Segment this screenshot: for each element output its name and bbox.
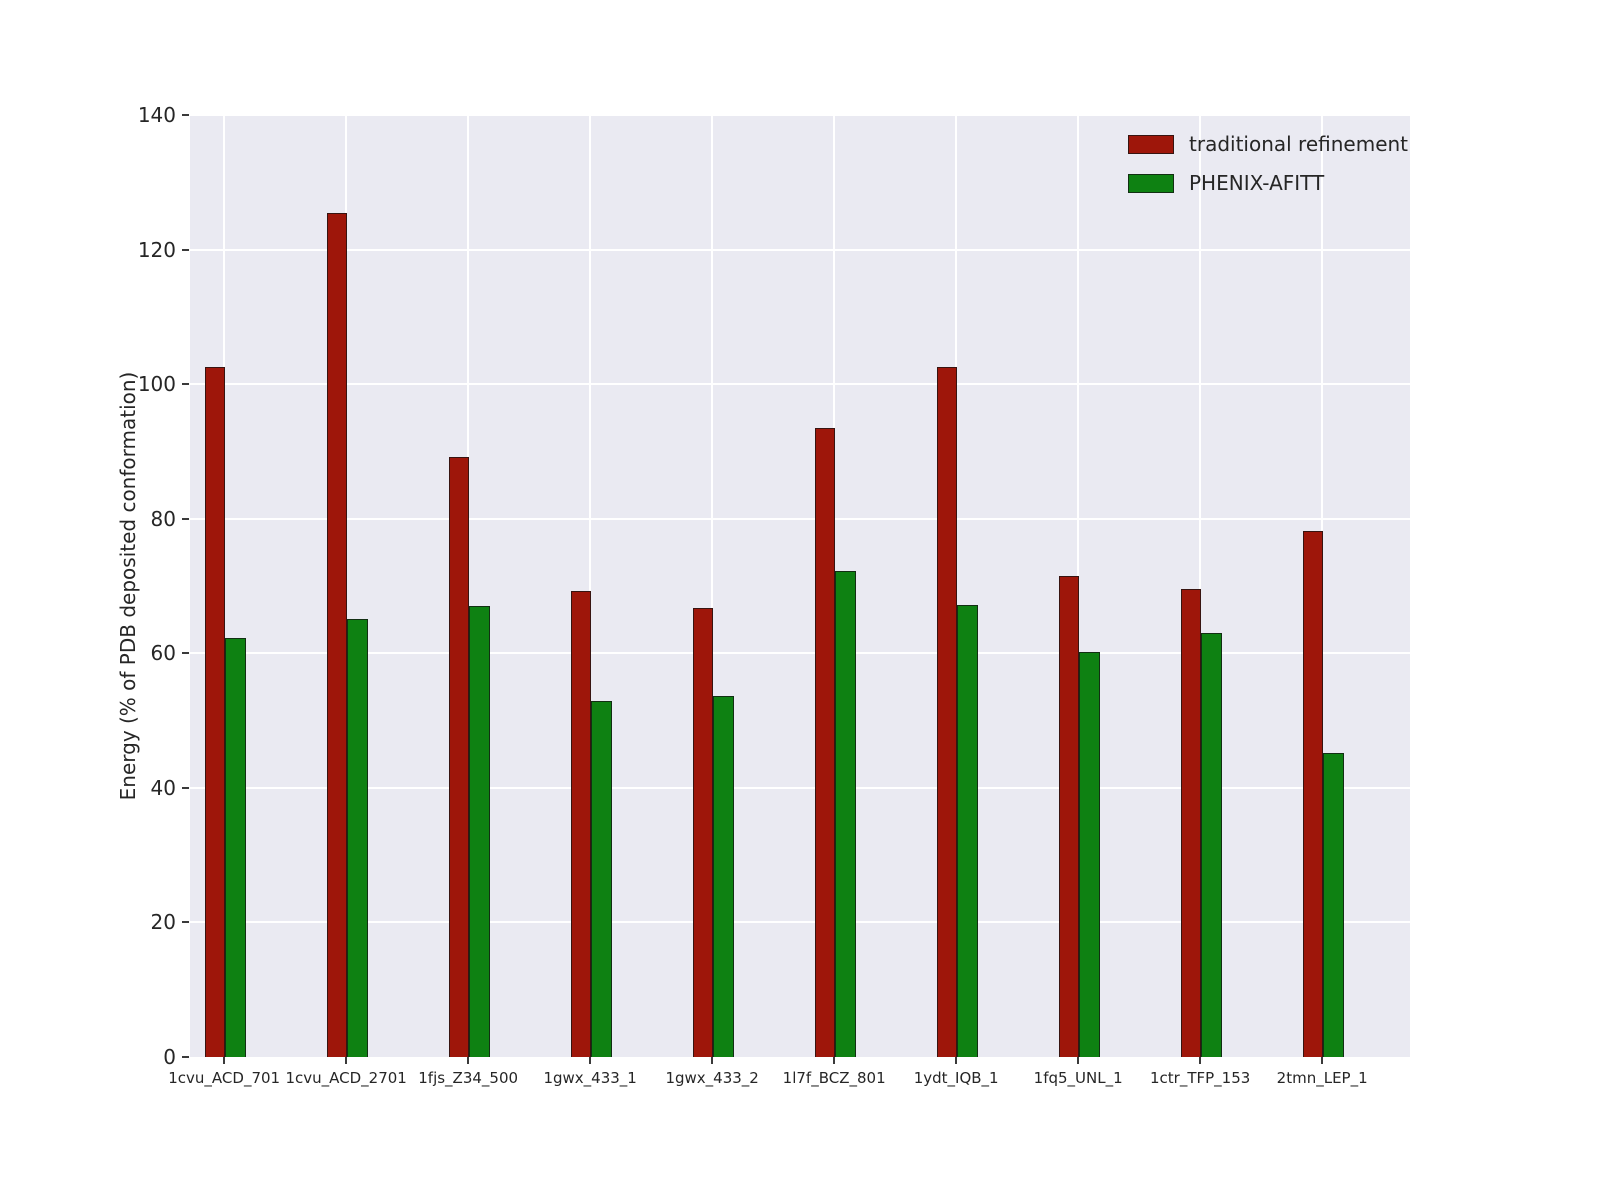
bar-traditional-refinement — [937, 367, 958, 1057]
bar-traditional-refinement — [1059, 575, 1080, 1057]
legend-row: traditional refinement — [1128, 132, 1408, 156]
y-tick-mark — [182, 383, 189, 386]
x-tick-mark — [589, 1057, 592, 1064]
plot-area — [190, 114, 1410, 1057]
y-axis-label: Energy (% of PDB deposited conformation) — [116, 371, 140, 801]
bar-phenix-afitt — [1323, 752, 1345, 1057]
bar-phenix-afitt — [713, 696, 735, 1057]
x-tick-label: 1fq5_UNL_1 — [1033, 1069, 1123, 1087]
bar-traditional-refinement — [571, 590, 592, 1057]
bar-group — [327, 212, 369, 1057]
y-tick-label: 60 — [150, 641, 176, 666]
y-tick-mark — [182, 248, 189, 251]
bar-group — [815, 427, 857, 1057]
gridline-horizontal — [190, 248, 1410, 251]
bar-phenix-afitt — [347, 618, 369, 1057]
x-tick-label: 1gwx_433_1 — [543, 1069, 637, 1087]
bar-group — [937, 367, 979, 1057]
gridline-vertical — [1199, 115, 1202, 1057]
x-tick-mark — [955, 1057, 958, 1064]
bar-traditional-refinement — [327, 212, 348, 1057]
x-tick-label: 2tmn_LEP_1 — [1276, 1069, 1368, 1087]
y-tick-label: 0 — [163, 1045, 176, 1069]
legend: traditional refinement PHENIX-AFITT — [1128, 132, 1408, 195]
x-tick-label: 1ctr_TFP_153 — [1150, 1069, 1251, 1087]
x-tick-label: 1cvu_ACD_2701 — [285, 1069, 407, 1087]
y-tick-mark — [182, 1056, 189, 1058]
bar-group — [1059, 575, 1101, 1057]
y-tick-label: 80 — [150, 506, 176, 531]
x-tick-mark — [345, 1057, 348, 1064]
bar-phenix-afitt — [957, 604, 979, 1057]
x-tick-label: 1cvu_ACD_701 — [168, 1069, 281, 1087]
bar-group — [693, 607, 735, 1057]
bar-group — [1303, 530, 1345, 1057]
bar-traditional-refinement — [693, 607, 714, 1057]
y-tick-label: 40 — [150, 775, 176, 800]
bar-group — [571, 590, 613, 1057]
gridline-horizontal — [190, 921, 1410, 924]
bar-traditional-refinement — [205, 367, 226, 1057]
bar-traditional-refinement — [1303, 530, 1324, 1057]
bar-phenix-afitt — [469, 605, 491, 1057]
bar-phenix-afitt — [1079, 651, 1101, 1057]
x-tick-label: 1l7f_BCZ_801 — [782, 1069, 886, 1087]
bar-phenix-afitt — [591, 701, 613, 1057]
x-tick-label: 1fjs_Z34_500 — [418, 1069, 519, 1087]
gridline-vertical — [589, 115, 592, 1057]
x-tick-mark — [223, 1057, 226, 1064]
y-tick-mark — [182, 921, 189, 924]
bar-traditional-refinement — [1181, 589, 1202, 1057]
gridline-vertical — [711, 115, 714, 1057]
bar-group — [449, 456, 491, 1057]
x-tick-label: 1gwx_433_2 — [665, 1069, 759, 1087]
x-tick-mark — [1199, 1057, 1202, 1064]
legend-swatch-traditional-refinement — [1128, 134, 1174, 154]
x-tick-mark — [1321, 1057, 1324, 1064]
gridline-horizontal — [190, 517, 1410, 520]
legend-row: PHENIX-AFITT — [1128, 171, 1408, 195]
x-tick-mark — [833, 1057, 836, 1064]
bar-group — [205, 367, 247, 1057]
legend-label-phenix-afitt: PHENIX-AFITT — [1189, 171, 1325, 195]
bar-traditional-refinement — [449, 456, 470, 1057]
y-tick-mark — [182, 786, 189, 789]
y-tick-mark — [182, 652, 189, 655]
bar-phenix-afitt — [835, 570, 857, 1057]
y-tick-label: 20 — [150, 910, 176, 935]
gridline-horizontal — [190, 652, 1410, 655]
x-tick-mark — [1077, 1057, 1080, 1064]
gridline-horizontal — [190, 383, 1410, 386]
bar-phenix-afitt — [225, 638, 247, 1057]
x-tick-mark — [467, 1057, 470, 1064]
gridline-horizontal — [190, 114, 1410, 116]
y-tick-label: 100 — [137, 372, 176, 397]
x-tick-label: 1ydt_IQB_1 — [913, 1069, 999, 1087]
x-tick-mark — [711, 1057, 714, 1064]
y-tick-mark — [182, 517, 189, 520]
legend-label-traditional-refinement: traditional refinement — [1189, 132, 1409, 156]
bar-phenix-afitt — [1201, 633, 1223, 1057]
y-tick-label: 140 — [137, 103, 176, 127]
y-tick-mark — [182, 114, 189, 116]
bar-traditional-refinement — [815, 427, 836, 1057]
bar-group — [1181, 589, 1223, 1057]
y-tick-label: 120 — [137, 237, 176, 262]
gridline-horizontal — [190, 786, 1410, 789]
legend-swatch-phenix-afitt — [1128, 173, 1174, 193]
